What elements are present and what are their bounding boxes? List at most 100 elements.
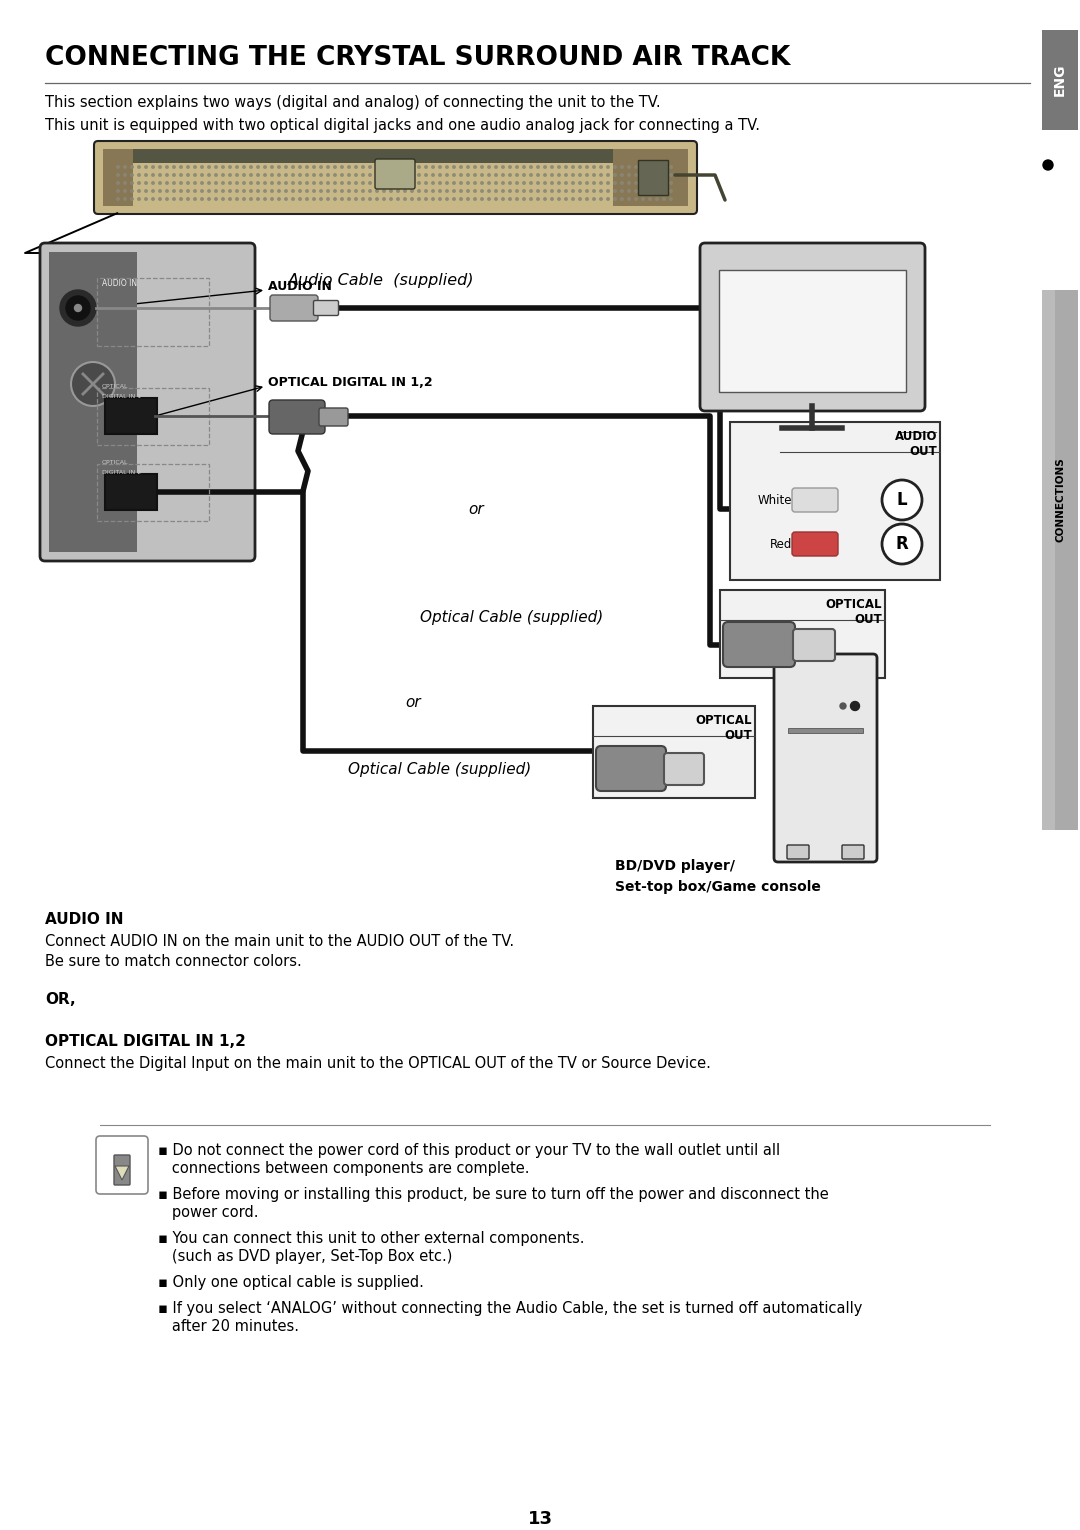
- Circle shape: [1043, 161, 1053, 170]
- Text: Be sure to match connector colors.: Be sure to match connector colors.: [45, 955, 301, 968]
- Circle shape: [138, 174, 140, 176]
- Bar: [103, 148, 688, 164]
- Circle shape: [173, 197, 175, 200]
- Circle shape: [656, 165, 659, 168]
- Circle shape: [362, 197, 364, 200]
- Circle shape: [235, 182, 239, 184]
- Circle shape: [145, 165, 147, 168]
- FancyBboxPatch shape: [270, 295, 318, 321]
- Circle shape: [340, 197, 343, 200]
- Circle shape: [326, 182, 329, 184]
- Circle shape: [438, 197, 442, 200]
- Circle shape: [663, 190, 665, 193]
- Text: AUDIO IN: AUDIO IN: [45, 912, 123, 927]
- Circle shape: [404, 182, 406, 184]
- Circle shape: [635, 190, 637, 193]
- Circle shape: [264, 190, 267, 193]
- Circle shape: [60, 291, 96, 326]
- Circle shape: [187, 182, 189, 184]
- FancyBboxPatch shape: [105, 474, 157, 509]
- Circle shape: [390, 165, 392, 168]
- Text: L: L: [896, 491, 907, 509]
- Circle shape: [502, 197, 504, 200]
- Circle shape: [306, 174, 308, 176]
- Circle shape: [235, 190, 239, 193]
- Text: OPTICAL
OUT: OPTICAL OUT: [696, 715, 752, 742]
- Circle shape: [642, 182, 645, 184]
- Circle shape: [390, 174, 392, 176]
- Circle shape: [410, 197, 414, 200]
- Text: AUDIO
OUT: AUDIO OUT: [894, 430, 937, 457]
- Circle shape: [326, 197, 329, 200]
- Circle shape: [502, 190, 504, 193]
- Circle shape: [460, 165, 462, 168]
- Circle shape: [249, 190, 253, 193]
- Circle shape: [201, 182, 203, 184]
- Circle shape: [117, 197, 119, 200]
- Circle shape: [410, 165, 414, 168]
- Circle shape: [201, 174, 203, 176]
- Circle shape: [635, 182, 637, 184]
- Bar: [1042, 31, 1078, 130]
- Circle shape: [579, 197, 581, 200]
- Bar: [613, 148, 688, 207]
- Circle shape: [348, 190, 350, 193]
- Circle shape: [243, 182, 245, 184]
- Circle shape: [642, 165, 645, 168]
- Circle shape: [529, 182, 532, 184]
- Circle shape: [460, 174, 462, 176]
- Circle shape: [334, 190, 336, 193]
- Circle shape: [285, 182, 287, 184]
- Text: (such as DVD player, Set-Top Box etc.): (such as DVD player, Set-Top Box etc.): [158, 1248, 453, 1264]
- Circle shape: [320, 197, 322, 200]
- Circle shape: [138, 197, 140, 200]
- FancyBboxPatch shape: [664, 753, 704, 785]
- Circle shape: [557, 197, 561, 200]
- Circle shape: [299, 190, 301, 193]
- Circle shape: [481, 190, 484, 193]
- Circle shape: [613, 174, 617, 176]
- Circle shape: [292, 190, 294, 193]
- Text: Audio Cable  (supplied): Audio Cable (supplied): [288, 272, 474, 288]
- Circle shape: [243, 165, 245, 168]
- Circle shape: [446, 174, 448, 176]
- Text: OPTICAL DIGITAL IN 1,2: OPTICAL DIGITAL IN 1,2: [45, 1034, 246, 1050]
- Circle shape: [509, 174, 511, 176]
- Circle shape: [404, 165, 406, 168]
- Circle shape: [299, 174, 301, 176]
- Circle shape: [368, 165, 372, 168]
- Circle shape: [557, 182, 561, 184]
- Circle shape: [488, 182, 490, 184]
- Circle shape: [382, 190, 386, 193]
- Circle shape: [509, 197, 511, 200]
- Circle shape: [642, 197, 645, 200]
- Circle shape: [467, 190, 470, 193]
- Circle shape: [453, 165, 456, 168]
- Text: This section explains two ways (digital and analog) of connecting the unit to th: This section explains two ways (digital …: [45, 95, 661, 110]
- Circle shape: [145, 190, 147, 193]
- Circle shape: [599, 182, 603, 184]
- Circle shape: [187, 197, 189, 200]
- Text: ▪ Do not connect the power cord of this product or your TV to the wall outlet un: ▪ Do not connect the power cord of this …: [158, 1143, 780, 1158]
- Text: ENG: ENG: [1053, 64, 1067, 96]
- Circle shape: [565, 190, 567, 193]
- Circle shape: [495, 190, 497, 193]
- Circle shape: [571, 197, 575, 200]
- Circle shape: [649, 182, 651, 184]
- FancyBboxPatch shape: [792, 532, 838, 555]
- Circle shape: [670, 182, 672, 184]
- Circle shape: [474, 174, 476, 176]
- Circle shape: [635, 197, 637, 200]
- Circle shape: [292, 174, 294, 176]
- Text: ▪ If you select ‘ANALOG’ without connecting the Audio Cable, the set is turned o: ▪ If you select ‘ANALOG’ without connect…: [158, 1300, 862, 1316]
- FancyBboxPatch shape: [842, 845, 864, 858]
- Circle shape: [551, 165, 553, 168]
- Circle shape: [368, 190, 372, 193]
- Circle shape: [334, 165, 336, 168]
- Circle shape: [390, 182, 392, 184]
- Circle shape: [396, 165, 400, 168]
- Circle shape: [193, 182, 197, 184]
- Circle shape: [278, 182, 281, 184]
- Circle shape: [257, 197, 259, 200]
- Circle shape: [201, 197, 203, 200]
